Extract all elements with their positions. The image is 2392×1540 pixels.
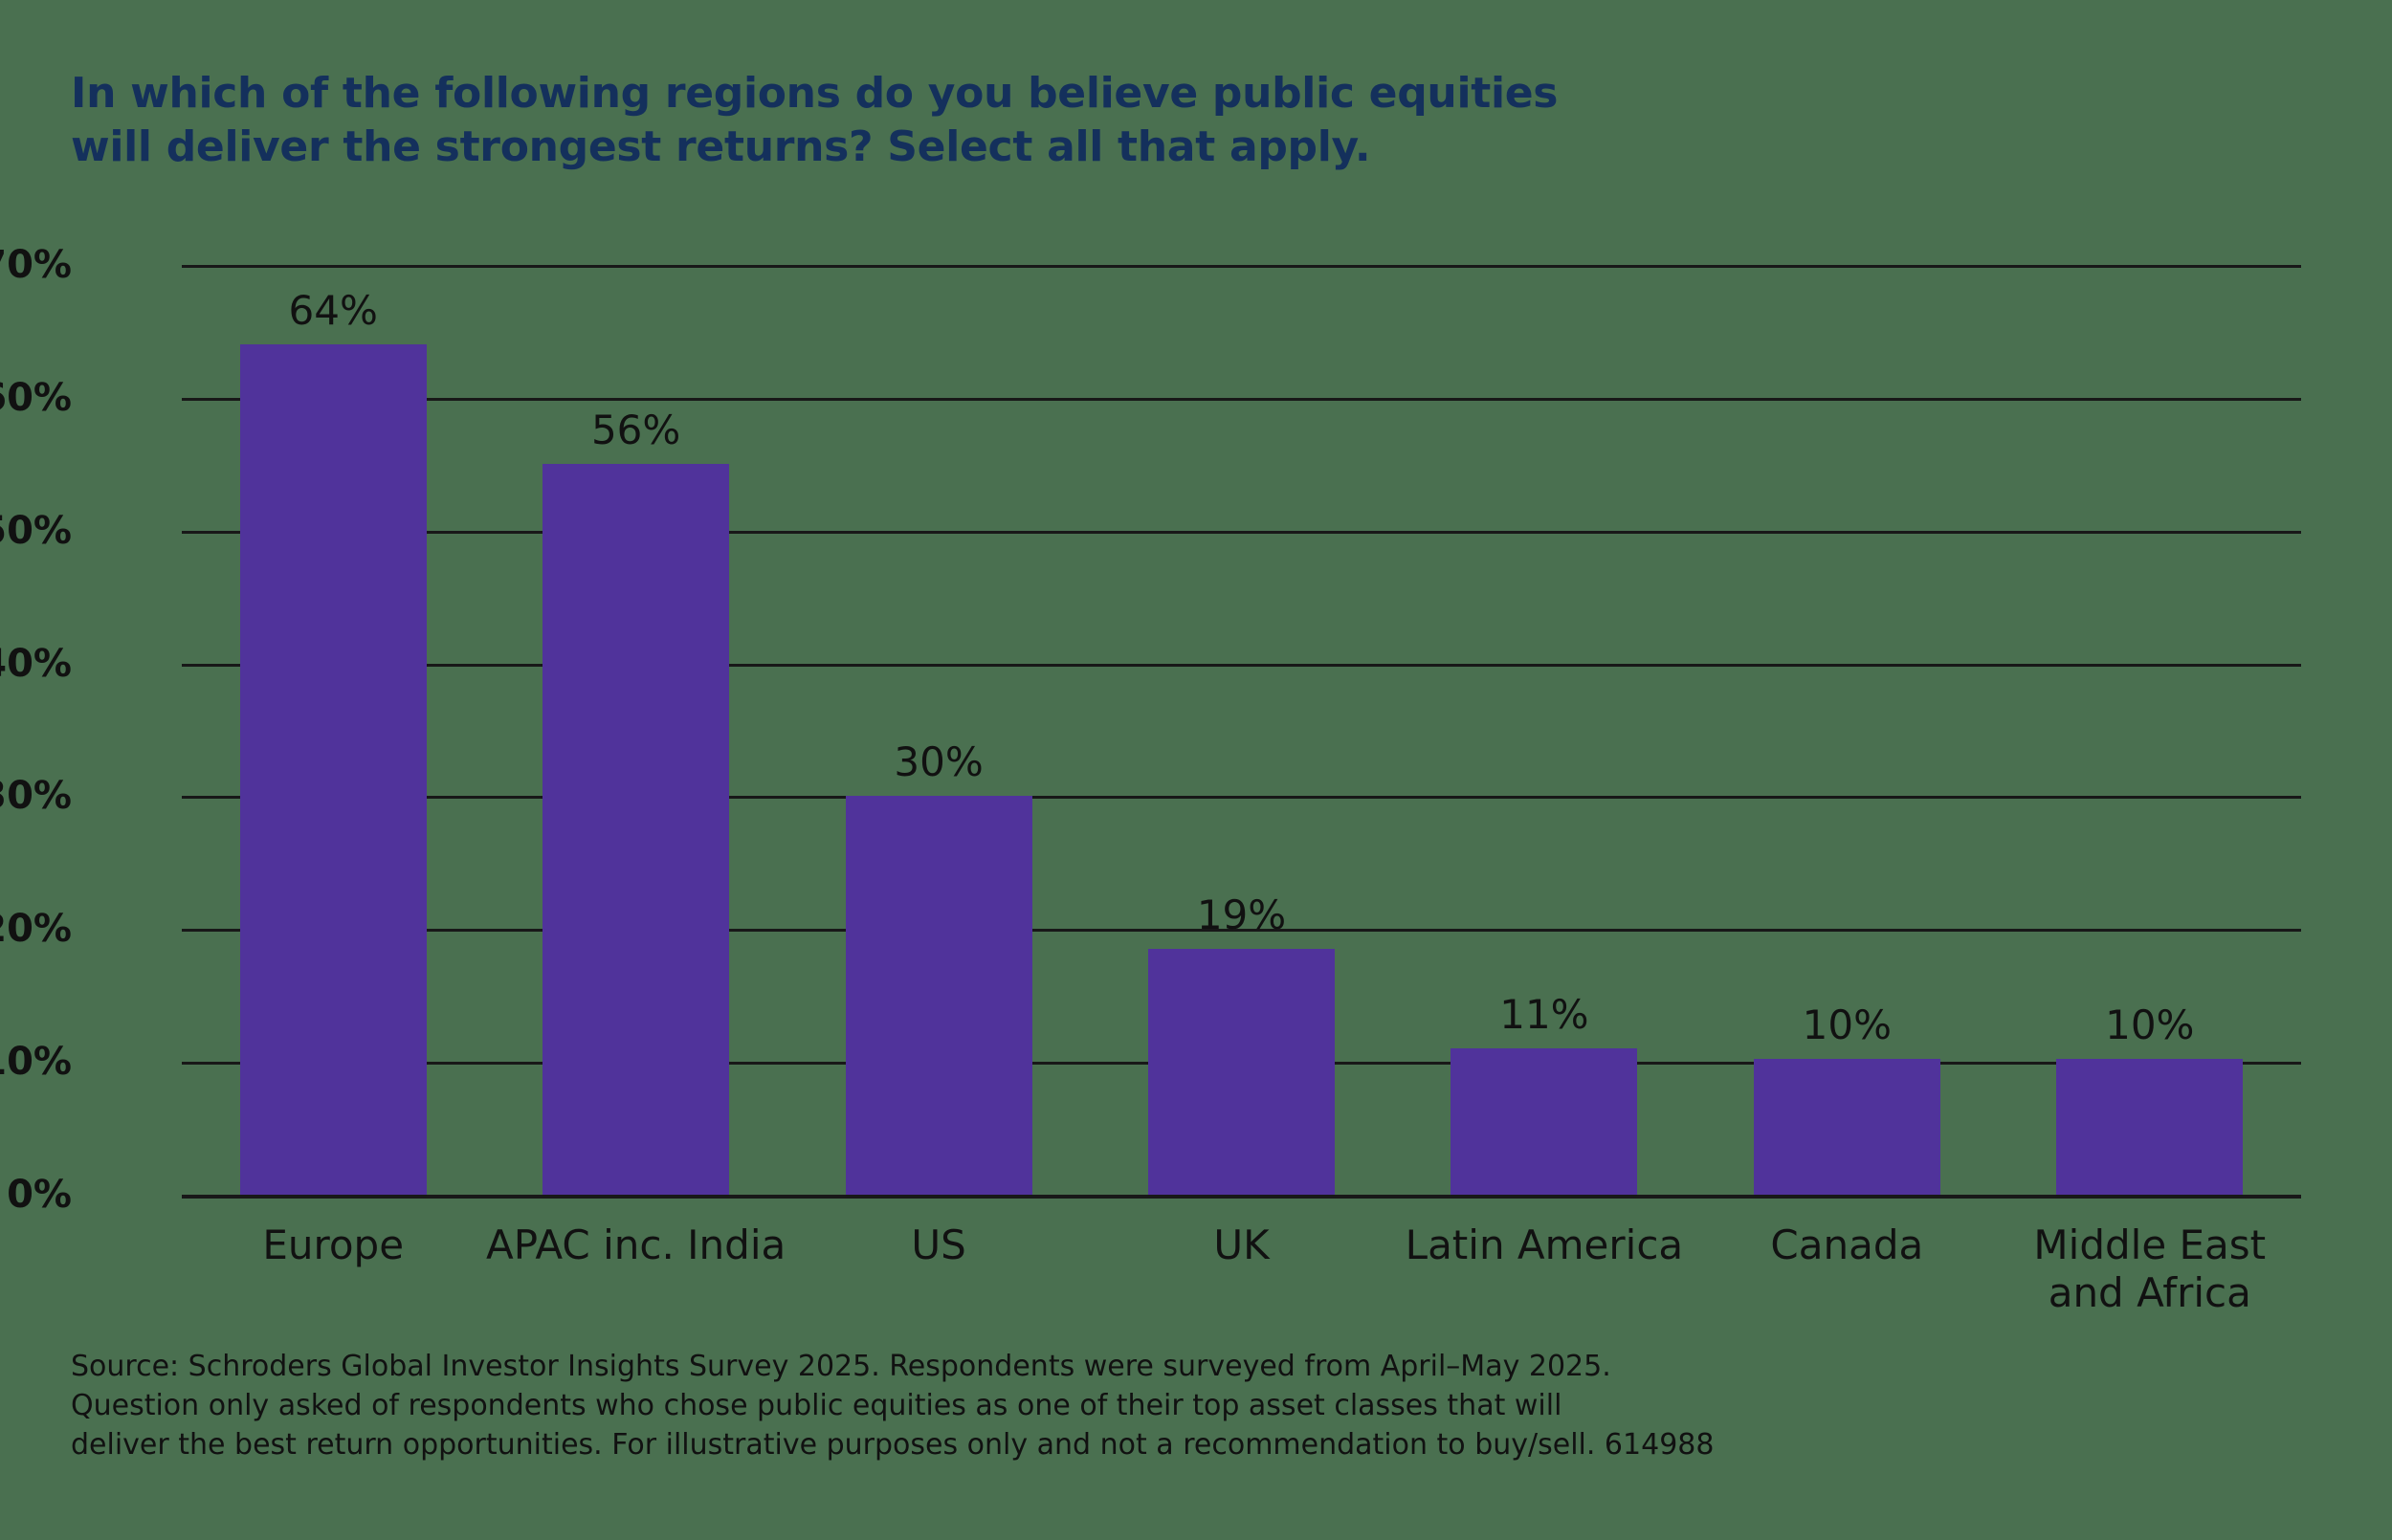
x-axis-category-label: Canada (1770, 1221, 1924, 1268)
bar-group[interactable]: 10% Middle East and Africa (2033, 265, 2266, 1316)
gridline-50 (182, 530, 2301, 534)
bar-group[interactable]: 19% UK (1148, 265, 1335, 1268)
x-axis-category-label: US (911, 1221, 966, 1268)
gridline-40 (182, 663, 2301, 667)
y-axis-tick-label: 40% (0, 641, 72, 686)
x-axis-category-label: APAC inc. India (486, 1221, 786, 1268)
y-axis-tick-label: 10% (0, 1040, 72, 1085)
bar-group[interactable]: 30% US (845, 265, 1032, 1268)
y-axis-tick-label: 20% (0, 907, 72, 952)
bar-group[interactable]: 56% APAC inc. India (486, 265, 786, 1268)
bar-value-label: 10% (1802, 1001, 1893, 1049)
bar[interactable] (1753, 1059, 1940, 1195)
source-note-line-3: deliver the best return opportunities. F… (71, 1428, 1715, 1462)
y-axis-tick-label: 60% (0, 375, 72, 420)
gridline-30 (182, 796, 2301, 800)
y-axis-tick-label: 0% (7, 1173, 72, 1217)
axis-baseline (182, 1195, 2301, 1199)
source-note-line-2: Question only asked of respondents who c… (71, 1389, 1562, 1422)
page-title-line-1: In which of the following regions do you… (71, 69, 1559, 118)
y-axis-tick-label: 50% (0, 508, 72, 553)
x-axis-category-label: UK (1213, 1221, 1270, 1268)
x-axis-category-label: Europe (262, 1221, 405, 1268)
bar-value-label: 30% (894, 738, 984, 786)
bar-group[interactable]: 11% Latin America (1406, 265, 1684, 1268)
bar[interactable] (1148, 949, 1335, 1195)
bar-group[interactable]: 64% Europe (239, 265, 427, 1268)
source-note: Source: Schroders Global Investor Insigh… (71, 1347, 2176, 1464)
bar[interactable] (845, 796, 1032, 1195)
bar[interactable] (239, 344, 427, 1195)
bar[interactable] (543, 464, 730, 1195)
bar-value-label: 11% (1499, 991, 1589, 1039)
source-note-line-1: Source: Schroders Global Investor Insigh… (71, 1350, 1611, 1383)
gridline-70 (182, 265, 2301, 268)
bar-value-label: 10% (2105, 1001, 2195, 1049)
bar[interactable] (1451, 1048, 1638, 1195)
y-axis-tick-label: 30% (0, 774, 72, 819)
bar-value-label: 64% (288, 287, 378, 335)
page-title-line-2: will deliver the strongest returns? Sele… (71, 122, 1371, 171)
bar-series: 64% Europe 56% APAC inc. India 30% US 19% UK 11%… (182, 265, 2301, 1316)
x-axis-category-label: Latin America (1405, 1221, 1684, 1268)
bar[interactable] (2056, 1059, 2244, 1195)
gridline-60 (182, 397, 2301, 401)
plot-area: 70% 60% 50% 40% 30% 20% 10% 0% 64% Europe 56% APAC… (0, 246, 2301, 1316)
x-axis-category-label: Middle East and Africa (2033, 1221, 2267, 1316)
y-axis-tick-label: 70% (0, 243, 72, 287)
bar-value-label: 19% (1196, 891, 1287, 939)
gridline-20 (182, 929, 2301, 933)
bar-group[interactable]: 10% Canada (1753, 265, 1940, 1268)
bar-value-label: 56% (590, 407, 681, 454)
page-title: In which of the following regions do you… (71, 67, 1697, 174)
